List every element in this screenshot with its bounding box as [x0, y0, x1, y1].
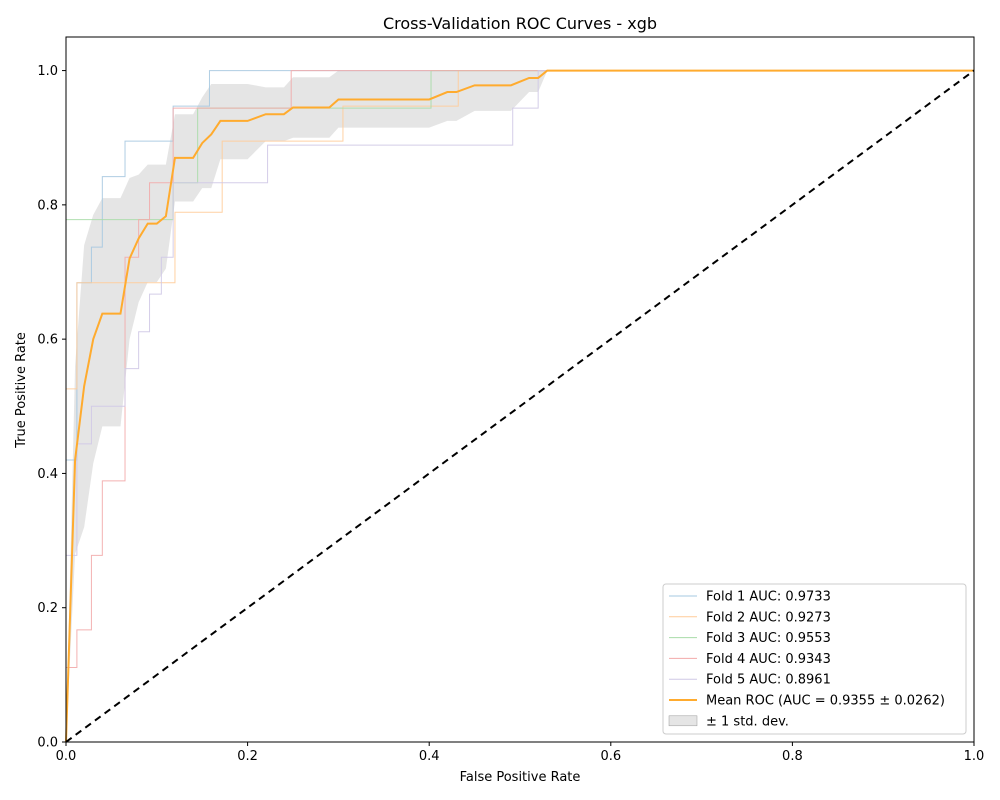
- legend-label: Mean ROC (AUC = 0.9355 ± 0.0262): [706, 694, 945, 709]
- legend-label: ± 1 std. dev.: [706, 714, 789, 729]
- fold-4-roc-line: [65, 70, 974, 742]
- plot-frame: [65, 36, 975, 743]
- legend-box: [662, 583, 967, 735]
- chart-title: Cross-Validation ROC Curves - xgb: [383, 14, 657, 33]
- y-tick-label: 0.2: [37, 601, 58, 616]
- plot-area: [65, 69, 975, 743]
- fold-5-roc-line: [65, 70, 974, 742]
- legend: Fold 1 AUC: 0.9733 Fold 2 AUC: 0.9273 Fold…: [662, 583, 967, 735]
- y-axis-label: True Positive Rate: [14, 332, 29, 449]
- fold-2-roc-line: [65, 70, 974, 742]
- x-tick-label: 0.0: [56, 749, 77, 764]
- y-tick-label: 0.8: [37, 198, 58, 213]
- x-tick-label: 0.4: [419, 749, 440, 764]
- y-tick-label: 0.0: [37, 736, 58, 751]
- x-tick-label: 0.2: [237, 749, 258, 764]
- legend-label: Fold 3 AUC: 0.9553: [706, 631, 831, 646]
- y-tick-label: 0.4: [37, 467, 58, 482]
- y-tick-label: 1.0: [37, 64, 58, 79]
- y-tick-label: 0.6: [37, 333, 58, 348]
- x-axis-label: False Positive Rate: [460, 770, 581, 785]
- mean-roc-line: [65, 69, 974, 743]
- legend-label: Fold 5 AUC: 0.8961: [706, 673, 831, 688]
- legend-label: Fold 2 AUC: 0.9273: [706, 610, 831, 625]
- legend-swatch-std-dev: [668, 715, 698, 727]
- legend-label: Fold 4 AUC: 0.9343: [706, 652, 831, 667]
- x-tick-label: 1.0: [964, 749, 985, 764]
- x-axis: 0.0 0.2 0.4 0.6 0.8 1.0: [56, 742, 985, 764]
- x-tick-label: 0.6: [600, 749, 621, 764]
- x-tick-label: 0.8: [782, 749, 803, 764]
- chance-diagonal-line: [65, 69, 975, 743]
- legend-label: Fold 1 AUC: 0.9733: [706, 590, 831, 605]
- y-axis: 0.0 0.2 0.4 0.6 0.8 1.0: [37, 64, 66, 751]
